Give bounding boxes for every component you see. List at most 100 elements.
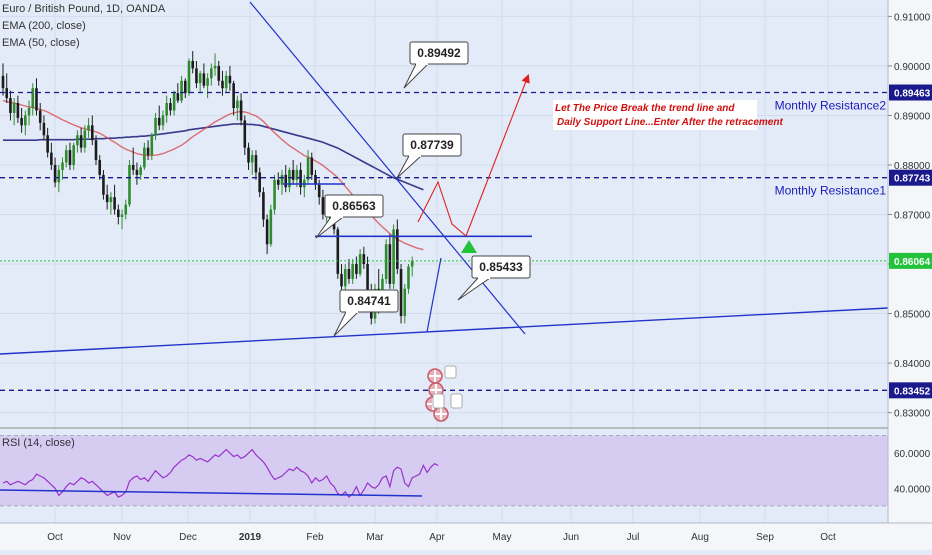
price-tick-label: 0.83000 xyxy=(894,409,931,420)
price-tick-label: 0.84000 xyxy=(894,359,931,370)
candle-body xyxy=(68,150,72,165)
candle-body xyxy=(128,164,131,205)
candle-body xyxy=(76,135,79,146)
support-price-badge-label: 0.83452 xyxy=(894,386,931,397)
candle-body xyxy=(94,140,98,161)
candle-body xyxy=(336,229,340,274)
candle-body xyxy=(165,103,168,116)
candle-body xyxy=(27,108,31,116)
candle-body xyxy=(355,264,358,274)
candle-body xyxy=(143,147,146,168)
candle-body xyxy=(399,268,403,317)
candle-body xyxy=(135,169,139,175)
time-tick-label: Jul xyxy=(627,532,640,543)
candle-body xyxy=(46,135,49,153)
candle-body xyxy=(340,273,343,287)
candle-body xyxy=(358,254,362,274)
candle-body xyxy=(72,145,75,165)
candle-body xyxy=(258,172,261,193)
candle-body xyxy=(388,244,392,284)
time-tick-label: Sep xyxy=(756,532,774,543)
candle-body xyxy=(273,179,276,210)
event-count-box xyxy=(450,393,463,409)
callout-label: 0.89492 xyxy=(417,46,461,60)
entry-marker xyxy=(461,240,477,253)
annotation-line-1: Let The Price Break the trend line and xyxy=(555,103,735,114)
candle-body xyxy=(183,80,187,94)
candle-body xyxy=(202,73,206,86)
callout-label: 0.85433 xyxy=(479,260,523,274)
callout-box xyxy=(339,289,399,313)
candle-body xyxy=(321,197,325,215)
symbol-title: Euro / British Pound, 1D, OANDA xyxy=(2,3,166,15)
candle-body xyxy=(254,155,258,173)
rsi-tick-label: 60.0000 xyxy=(894,449,931,460)
candle-body xyxy=(217,65,221,81)
candle-body xyxy=(347,268,351,279)
candle-body xyxy=(239,100,243,121)
callout-box xyxy=(471,255,531,279)
rsi-trendline xyxy=(0,489,423,497)
candle-body xyxy=(109,197,113,203)
time-tick-label: 2019 xyxy=(239,532,262,543)
candle-body xyxy=(146,147,150,156)
candle-body xyxy=(79,135,83,148)
candle-body xyxy=(176,93,180,101)
candle-body xyxy=(198,73,202,84)
candle-body xyxy=(131,164,135,170)
event-badges xyxy=(425,365,463,422)
rebound-sketch-line xyxy=(426,257,442,333)
rsi-legend: RSI (14, close) xyxy=(2,437,75,449)
support-price-badge xyxy=(889,382,932,399)
callout-box xyxy=(402,133,462,157)
rsi-line xyxy=(2,448,439,499)
time-tick-label: Dec xyxy=(179,532,197,543)
candle-body xyxy=(161,115,165,126)
candle-body xyxy=(224,75,228,89)
candle-body xyxy=(172,93,176,111)
event-count-box xyxy=(432,393,445,409)
candle-body xyxy=(1,75,5,89)
price-tick-label: 0.89000 xyxy=(894,111,931,122)
candle-body xyxy=(169,103,172,111)
candle-body xyxy=(20,117,23,126)
rsi-panel xyxy=(0,427,888,507)
candle-body xyxy=(61,162,64,170)
candle-body xyxy=(5,88,9,99)
candle-body xyxy=(64,150,68,163)
price-tick-label: 0.87000 xyxy=(894,211,931,222)
candle-body xyxy=(113,197,116,210)
candle-body xyxy=(306,157,310,180)
level-name-label: Monthly Resistance1 xyxy=(775,184,887,198)
candle-body xyxy=(384,244,388,279)
candle-body xyxy=(291,169,295,180)
candle-body xyxy=(366,264,369,292)
candle-body xyxy=(403,288,407,317)
time-axis-background xyxy=(0,523,932,550)
resistance2-price-badge-label: 0.89463 xyxy=(894,89,931,100)
candle-body xyxy=(392,229,395,284)
candle-body xyxy=(191,60,195,69)
candle-body xyxy=(210,68,213,79)
candle-body xyxy=(90,125,94,141)
candle-body xyxy=(247,147,250,163)
candle-body xyxy=(150,135,154,156)
axes: 0.91000 0.90000 0.89000 0.88000 0.87000 0.860… xyxy=(0,0,932,543)
candle-body xyxy=(38,110,42,123)
time-tick-label: Aug xyxy=(691,532,709,543)
callout-label: 0.84741 xyxy=(347,294,391,308)
candle-body xyxy=(24,115,27,126)
rsi-tick-label: 40.0000 xyxy=(894,484,931,495)
event-count-box xyxy=(444,365,457,379)
candle-body xyxy=(105,194,109,203)
ema200-line xyxy=(3,123,424,191)
candle-body xyxy=(16,103,20,118)
candle-body xyxy=(213,65,217,69)
candle-body xyxy=(12,103,16,113)
candle-body xyxy=(42,122,46,136)
candle-body xyxy=(232,83,235,109)
time-tick-label: Mar xyxy=(366,532,384,543)
candle-body xyxy=(310,157,314,175)
